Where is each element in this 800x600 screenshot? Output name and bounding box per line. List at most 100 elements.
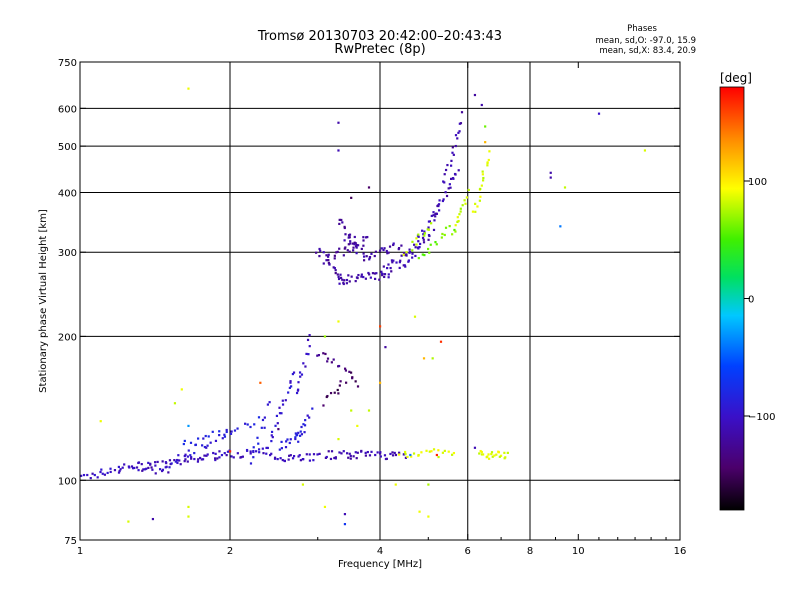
data-point <box>184 453 187 456</box>
data-point <box>379 381 382 384</box>
data-point <box>448 183 451 186</box>
data-point <box>183 454 186 458</box>
data-point <box>349 240 352 243</box>
data-point <box>348 236 351 239</box>
data-point <box>100 468 103 471</box>
data-point <box>325 259 328 262</box>
data-point <box>323 335 327 338</box>
data-point <box>487 453 490 456</box>
data-point <box>347 456 350 459</box>
data-point <box>411 240 414 243</box>
data-point <box>473 446 477 449</box>
data-point <box>121 466 124 469</box>
data-point <box>474 210 477 213</box>
data-point <box>218 456 221 459</box>
data-point <box>397 248 400 251</box>
data-point <box>101 472 104 475</box>
data-point <box>287 391 290 394</box>
data-point <box>362 275 365 279</box>
data-point <box>478 199 481 202</box>
data-point <box>350 409 353 412</box>
data-point <box>437 455 440 459</box>
data-point <box>201 444 204 447</box>
data-point <box>484 125 487 128</box>
data-point <box>480 103 483 107</box>
data-point <box>244 422 247 425</box>
data-point <box>318 254 321 258</box>
data-point <box>249 450 252 453</box>
data-point <box>486 161 489 164</box>
data-point <box>271 436 274 439</box>
data-point <box>422 241 426 244</box>
data-point <box>255 450 258 453</box>
data-point <box>444 226 448 229</box>
data-point <box>342 282 345 286</box>
data-point <box>298 371 302 374</box>
data-point <box>407 260 410 263</box>
data-point <box>337 121 340 124</box>
data-point <box>332 266 335 269</box>
data-point <box>362 236 365 239</box>
data-point <box>427 515 430 518</box>
data-point <box>290 385 293 388</box>
data-point <box>258 451 261 454</box>
data-point <box>161 468 165 471</box>
data-point <box>182 442 185 446</box>
data-point <box>180 388 183 391</box>
data-point <box>96 476 99 479</box>
data-point <box>454 224 457 227</box>
data-point <box>458 213 461 216</box>
data-point <box>340 218 343 222</box>
data-point <box>236 452 239 455</box>
data-point <box>273 456 277 459</box>
data-point <box>225 430 228 434</box>
data-point <box>170 462 173 465</box>
data-point <box>316 354 319 357</box>
data-point <box>288 454 291 457</box>
data-point <box>430 222 433 225</box>
data-point <box>404 265 407 268</box>
data-point <box>456 220 459 223</box>
data-point <box>384 346 387 349</box>
data-point <box>220 453 224 457</box>
data-point <box>296 389 300 392</box>
data-point <box>454 134 458 137</box>
data-point <box>348 452 351 455</box>
data-point <box>344 246 347 249</box>
data-point <box>378 278 381 281</box>
data-point <box>233 429 237 432</box>
data-point <box>279 457 282 460</box>
data-point <box>196 460 200 463</box>
data-point <box>223 433 226 436</box>
data-point <box>284 399 287 402</box>
data-point <box>204 434 207 438</box>
data-point <box>151 517 155 521</box>
data-point <box>495 453 498 456</box>
data-point <box>109 470 112 474</box>
data-point <box>336 388 339 392</box>
data-point <box>249 425 252 429</box>
data-point <box>344 233 347 236</box>
data-point <box>394 453 398 457</box>
data-point <box>275 414 279 418</box>
data-point <box>266 403 269 406</box>
data-point <box>484 141 487 144</box>
data-point <box>458 122 461 125</box>
data-point <box>133 466 136 470</box>
data-point <box>327 253 330 256</box>
data-point <box>345 452 349 455</box>
data-point <box>481 453 485 456</box>
data-point <box>209 441 212 444</box>
data-point <box>308 453 311 456</box>
data-point <box>432 228 436 232</box>
y-tick-label: 75 <box>64 536 77 547</box>
data-point <box>356 424 359 428</box>
y-tick-label: 500 <box>58 142 77 153</box>
data-point <box>463 199 466 202</box>
data-point <box>451 233 454 236</box>
axes: 1 2 4 6 8 10 16 75 100 200 300 400 500 600 750 <box>58 58 686 557</box>
y-tick-label: 750 <box>58 58 77 69</box>
data-point <box>183 460 186 463</box>
colorbar-label: [deg] <box>720 71 752 85</box>
